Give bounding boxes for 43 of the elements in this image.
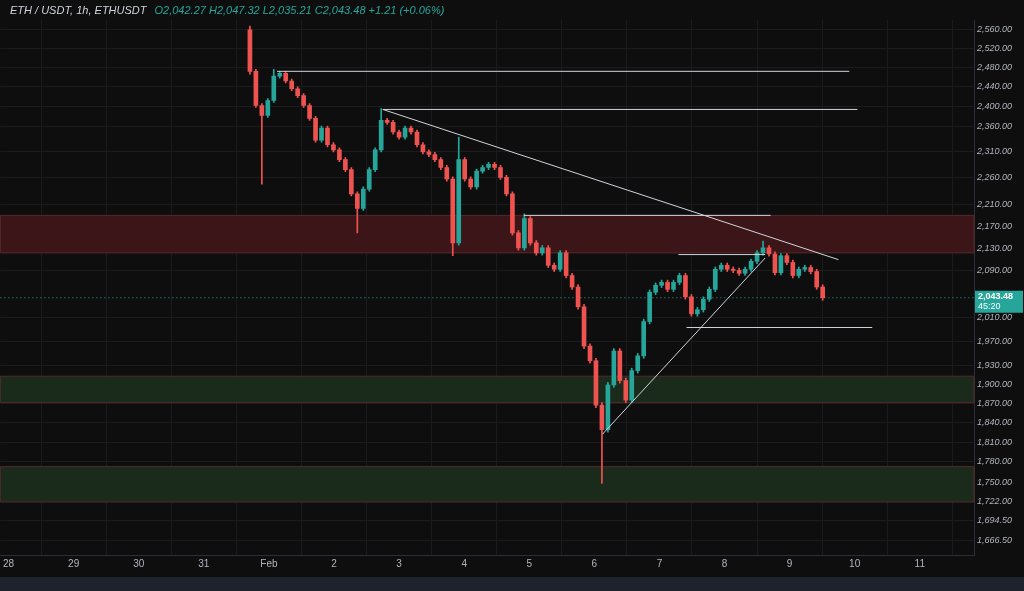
y-tick-label: 2,440.00: [976, 81, 1013, 92]
y-tick-label: 2,360.00: [976, 120, 1013, 131]
x-tick-label: Feb: [260, 557, 278, 569]
x-tick-label: 31: [198, 557, 210, 569]
y-tick-label: 1,840.00: [977, 416, 1013, 427]
y-tick-label: 1,930.00: [977, 360, 1013, 371]
y-tick-label: 1,970.00: [977, 335, 1013, 346]
x-tick-label: 28: [3, 557, 15, 569]
y-tick-label: 1,694.50: [977, 514, 1013, 525]
y-tick-label: 1,870.00: [977, 397, 1013, 408]
x-tick-label: 4: [461, 557, 468, 569]
x-tick-label: 6: [591, 557, 598, 569]
y-tick-label: 2,480.00: [976, 61, 1013, 72]
x-tick-label: 3: [396, 557, 403, 569]
y-tick-label: 2,400.00: [976, 100, 1013, 111]
chart-title: ETH / USDT, 1h, ETHUSDT: [10, 4, 148, 17]
y-tick-label: 1,780.00: [977, 456, 1013, 467]
x-tick-label: 29: [68, 557, 80, 569]
y-tick-label: 2,560.00: [976, 24, 1013, 35]
y-tick-label: 1,900.00: [977, 378, 1013, 389]
text: 45:20: [978, 301, 1001, 312]
y-tick-label: 1,750.00: [977, 476, 1013, 487]
y-tick-label: 2,210.00: [976, 199, 1013, 210]
x-tick-label: 2: [331, 557, 338, 569]
y-tick-label: 2,520.00: [976, 42, 1013, 53]
y-tick-label: 2,310.00: [976, 146, 1013, 157]
x-tick-label: 10: [849, 557, 861, 569]
ref-line-label: 2,043.48: [978, 291, 1014, 302]
x-tick-label: 9: [786, 557, 793, 569]
x-tick-label: 8: [721, 557, 728, 569]
x-tick-label: 5: [526, 557, 533, 569]
x-tick-label: 11: [914, 557, 926, 569]
y-tick-label: 1,722.00: [977, 495, 1013, 506]
y-tick-label: 1,666.50: [977, 534, 1013, 545]
y-tick-label: 2,260.00: [976, 172, 1013, 183]
y-tick-label: 2,170.00: [976, 220, 1013, 231]
y-tick-label: 2,010.00: [976, 311, 1013, 322]
chart-subtitle: O2,042.27 H2,047.32 L2,035.21 C2,043.48 +1.21 (+0.06%): [154, 4, 445, 17]
x-tick-label: 30: [133, 557, 145, 569]
y-tick-label: 2,090.00: [976, 265, 1013, 276]
x-tick-label: 7: [656, 557, 663, 569]
y-tick-label: 2,130.00: [976, 242, 1013, 253]
y-tick-label: 1,810.00: [977, 436, 1013, 447]
